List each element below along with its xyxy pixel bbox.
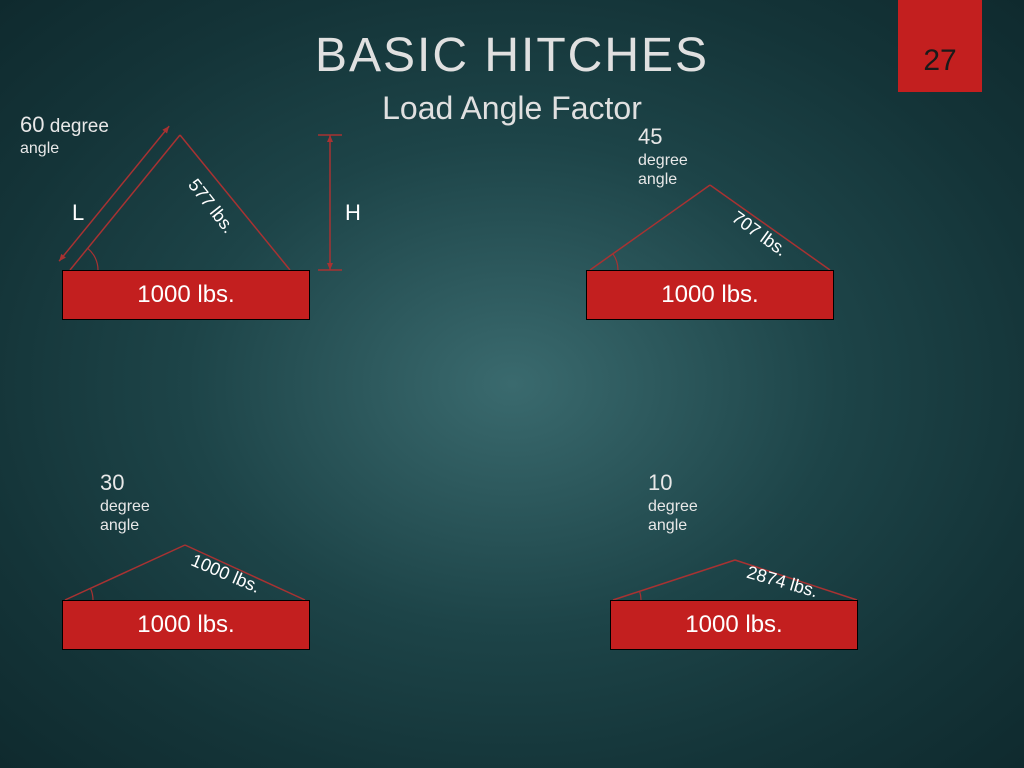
angle-label-h30: 30 degreeangle [100, 470, 150, 535]
load-box-h45: 1000 lbs. [586, 270, 834, 320]
load-box-h60: 1000 lbs. [62, 270, 310, 320]
load-box-h10: 1000 lbs. [610, 600, 858, 650]
page-title: BASIC HITCHES [0, 28, 1024, 83]
page-number: 27 [923, 44, 956, 78]
page-subtitle: Load Angle Factor [0, 90, 1024, 127]
angle-label-h10: 10 degreeangle [648, 470, 698, 535]
angle-unit: degree [648, 497, 698, 516]
angle-unit: degree [638, 151, 688, 170]
load-box-h30: 1000 lbs. [62, 600, 310, 650]
load-value: 1000 lbs. [137, 281, 234, 309]
dim-label-H: H [345, 200, 361, 226]
angle-number: 30 [100, 470, 124, 495]
angle-number: 10 [648, 470, 672, 495]
load-value: 1000 lbs. [661, 281, 758, 309]
load-value: 1000 lbs. [137, 611, 234, 639]
dim-label-L: L [72, 200, 84, 226]
angle-unit: angle [648, 516, 698, 535]
page-number-tab: 27 [898, 0, 982, 92]
angle-unit: angle [100, 516, 150, 535]
angle-unit: degree [100, 497, 150, 516]
angle-number: 45 [638, 124, 662, 149]
triangle-diagram-h45 [570, 180, 870, 275]
load-value: 1000 lbs. [685, 611, 782, 639]
